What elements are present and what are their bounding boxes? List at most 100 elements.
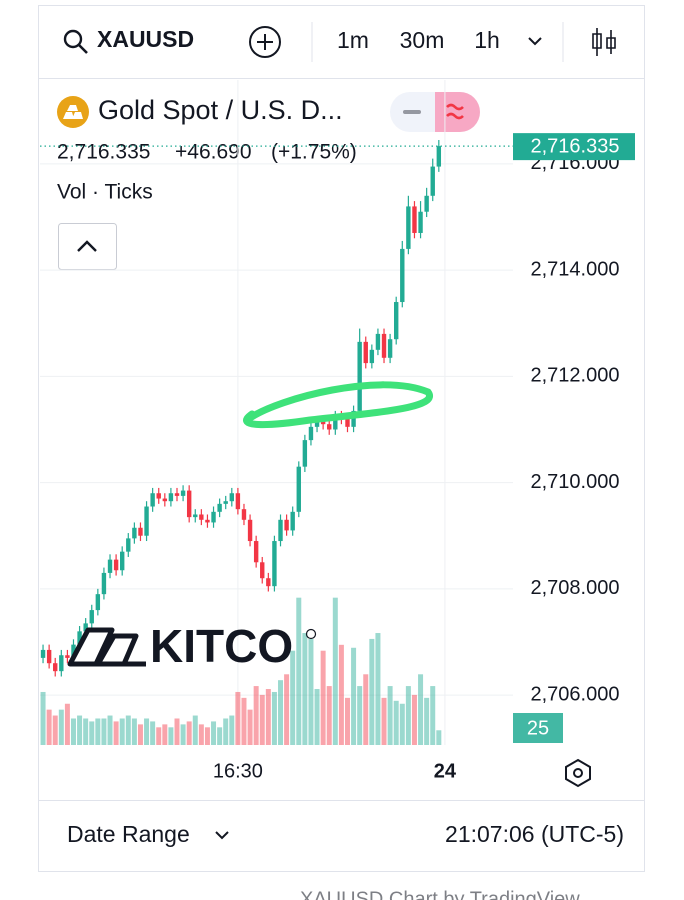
candle-body xyxy=(77,631,82,645)
volume-bar xyxy=(58,709,64,745)
candle-body xyxy=(156,493,161,499)
y-tick-label: 2,708.000 xyxy=(531,577,620,599)
candle-body xyxy=(235,493,241,510)
candle-body xyxy=(217,503,222,512)
volume-bar xyxy=(296,597,302,745)
candle-body xyxy=(400,248,405,303)
volume-bar xyxy=(186,721,192,745)
candle-body xyxy=(308,426,314,441)
candle-body xyxy=(424,195,429,212)
candle-body xyxy=(71,644,76,658)
gear-hex xyxy=(565,758,591,788)
candle-body xyxy=(302,440,308,467)
volume-bar xyxy=(320,650,326,745)
volume-bar xyxy=(52,715,58,745)
registered-mark xyxy=(305,628,317,640)
candle-body xyxy=(89,610,94,624)
plus-icon xyxy=(257,34,273,50)
candle-body xyxy=(418,211,423,233)
candle-body xyxy=(406,206,411,249)
volume-bar xyxy=(217,727,223,745)
volume-bar xyxy=(156,727,162,745)
candle-body xyxy=(162,498,168,502)
volume-bar xyxy=(125,715,131,745)
candle-body xyxy=(40,649,46,658)
candle-body xyxy=(46,649,52,664)
toggle-wave xyxy=(446,103,464,120)
gold-bars-icon xyxy=(63,105,83,119)
volume-bar xyxy=(314,689,320,745)
candle-body xyxy=(168,493,174,502)
candle-body xyxy=(327,424,332,430)
candle-body xyxy=(241,509,247,520)
volume-bar xyxy=(308,638,314,745)
volume-bar xyxy=(284,674,290,745)
symbol-search[interactable]: XAUUSD xyxy=(63,26,194,54)
candle-body xyxy=(193,514,198,518)
volume-bar xyxy=(46,709,52,745)
volume-bar xyxy=(119,718,125,745)
plot-area xyxy=(40,80,513,745)
candle-body xyxy=(199,514,204,520)
volume-bar xyxy=(357,686,363,745)
candle-body xyxy=(107,559,113,573)
candle-body xyxy=(278,519,283,542)
x-tick-label: 16:30 xyxy=(213,760,263,782)
volume-bar xyxy=(399,703,405,745)
volume-bar xyxy=(436,730,442,745)
volume-bar xyxy=(387,686,393,745)
volume-bar xyxy=(137,724,143,745)
compare-button[interactable] xyxy=(249,26,281,58)
logo-bars xyxy=(67,627,146,667)
volume-bar xyxy=(107,715,113,745)
interval-dropdown[interactable] xyxy=(528,37,542,46)
symbol-logo xyxy=(57,96,89,128)
candle-body xyxy=(247,519,253,542)
volume-bar xyxy=(144,718,150,745)
legend-change-pct: (+1.75%) xyxy=(271,141,357,164)
volume-bar xyxy=(338,644,344,745)
candle-body xyxy=(150,493,155,507)
volume-bar xyxy=(162,724,168,745)
volume-bar xyxy=(150,721,156,745)
candle-body xyxy=(95,594,101,611)
last-price-tag xyxy=(513,133,635,161)
volume-bar xyxy=(259,694,265,745)
date-range-button[interactable]: Date Range xyxy=(67,821,229,847)
search-icon-handle xyxy=(78,44,88,54)
volume-bar xyxy=(326,686,332,745)
candle-body xyxy=(333,416,338,430)
candle-body xyxy=(113,559,119,571)
settings-button[interactable] xyxy=(565,758,591,788)
interval-30m[interactable]: 30m xyxy=(400,27,445,53)
candle-body xyxy=(345,418,350,427)
volume-bar xyxy=(253,686,259,745)
chart-type-button[interactable] xyxy=(592,28,616,56)
volume-bar xyxy=(265,689,271,745)
date-range: Date Range xyxy=(67,821,190,847)
indicator-toggle[interactable] xyxy=(390,92,480,132)
candle-body xyxy=(65,655,70,658)
volume-bar xyxy=(418,674,424,745)
interval-1m[interactable]: 1m xyxy=(337,27,369,53)
candle-body xyxy=(290,511,295,531)
candle-body xyxy=(126,538,131,552)
candle-body xyxy=(186,490,192,518)
kitco-logo: KITCO xyxy=(67,620,317,672)
volume-bar xyxy=(89,721,95,745)
legend-change: +46.690 xyxy=(175,141,252,164)
volume-bar xyxy=(223,718,229,745)
volume-bar xyxy=(235,691,241,745)
interval-1h[interactable]: 1h xyxy=(474,27,500,53)
volume-bar xyxy=(375,633,381,745)
collapse-button[interactable] xyxy=(58,223,117,270)
volume-bar xyxy=(40,691,46,745)
candle-body xyxy=(266,578,271,587)
collapse-box xyxy=(58,223,117,270)
volume-bar xyxy=(77,715,83,745)
volume-bar xyxy=(430,686,436,745)
volume-bar xyxy=(369,638,375,745)
candle-body xyxy=(284,519,289,531)
credit-link[interactable]: XAUUSD Chart by TradingView xyxy=(300,888,580,900)
